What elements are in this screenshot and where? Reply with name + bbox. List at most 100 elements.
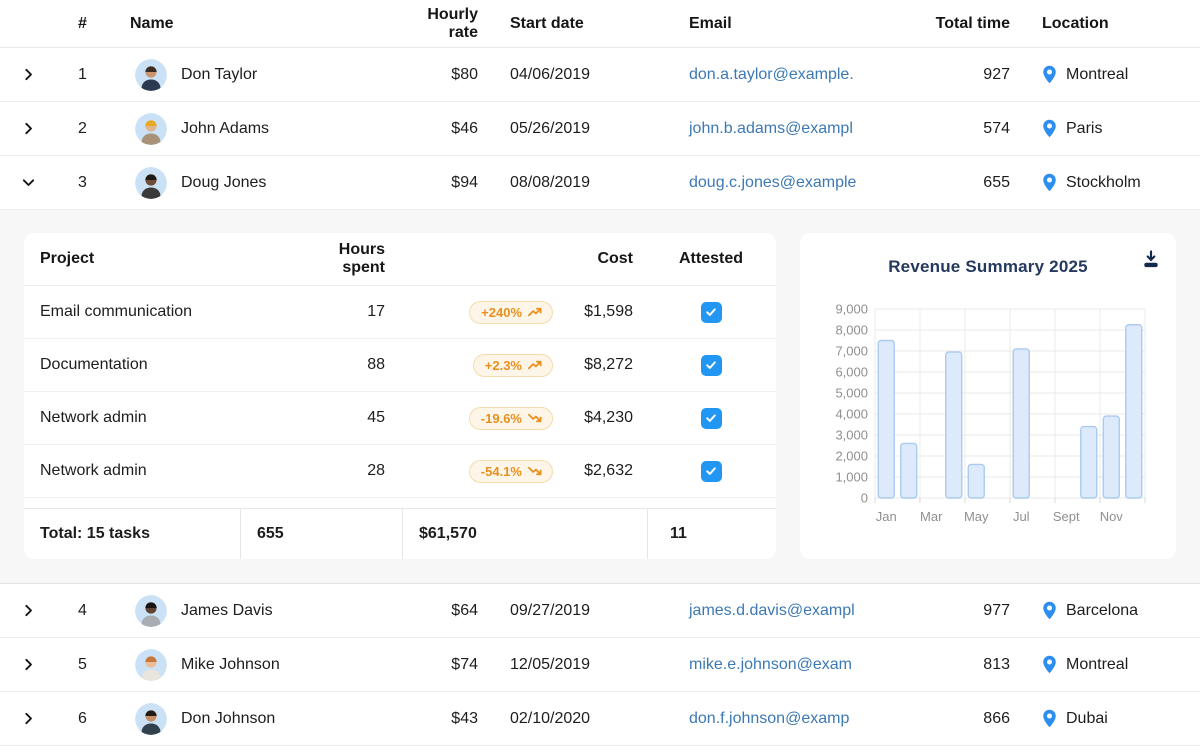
employee-row[interactable]: 6 Don Johnson $43 02/10/2020 don.f.johns… — [0, 692, 1200, 746]
detail-header-hours[interactable]: Hours spent — [314, 241, 385, 277]
email-link[interactable]: don.f.johnson@examp — [689, 710, 849, 727]
hourly-rate: $64 — [396, 602, 490, 620]
row-number: 3 — [56, 174, 120, 192]
svg-text:3,000: 3,000 — [835, 428, 868, 443]
project-name: Email communication — [24, 303, 314, 321]
trend-arrow-icon — [528, 465, 542, 477]
project-name: Network admin — [24, 409, 314, 427]
download-chart-button[interactable] — [1137, 245, 1165, 273]
chevron-right-icon — [21, 657, 36, 672]
row-number: 2 — [56, 120, 120, 138]
svg-text:0: 0 — [861, 491, 868, 506]
row-number: 1 — [56, 66, 120, 84]
svg-text:Mar: Mar — [920, 509, 943, 524]
column-header-total-time[interactable]: Total time — [910, 15, 1020, 33]
cost-value: $4,230 — [553, 409, 633, 427]
email-link[interactable]: john.b.adams@exampl — [689, 120, 853, 137]
employee-row[interactable]: 3 Doug Jones $94 08/08/2019 doug.c.jones… — [0, 156, 1200, 210]
employee-row[interactable]: 1 Don Taylor $80 04/06/2019 don.a.taylor… — [0, 48, 1200, 102]
avatar — [135, 649, 167, 681]
location-pin-icon — [1042, 709, 1057, 728]
location-pin-icon — [1042, 173, 1057, 192]
attested-checkbox[interactable] — [701, 355, 722, 376]
check-icon — [704, 358, 718, 372]
attested-checkbox[interactable] — [701, 461, 722, 482]
expand-row-button[interactable] — [17, 63, 40, 86]
svg-text:8,000: 8,000 — [835, 323, 868, 338]
svg-text:Jan: Jan — [876, 509, 897, 524]
detail-header-attested[interactable]: Attested — [633, 250, 776, 268]
svg-text:May: May — [964, 509, 989, 524]
employee-row[interactable]: 4 James Davis $64 09/27/2019 james.d.dav… — [0, 584, 1200, 638]
column-header-name[interactable]: Name — [120, 15, 396, 33]
employee-row[interactable]: 5 Mike Johnson $74 12/05/2019 mike.e.joh… — [0, 638, 1200, 692]
svg-text:Nov: Nov — [1100, 509, 1124, 524]
chevron-right-icon — [21, 121, 36, 136]
project-name: Network admin — [24, 462, 314, 480]
expand-row-button[interactable] — [17, 171, 40, 194]
column-header-start-date[interactable]: Start date — [490, 15, 660, 33]
total-time: 866 — [910, 710, 1020, 728]
change-badge: -54.1% — [469, 460, 553, 483]
svg-text:Jul: Jul — [1013, 509, 1030, 524]
detail-header-project[interactable]: Project — [24, 250, 314, 268]
email-link[interactable]: james.d.davis@exampl — [689, 602, 855, 619]
location-name: Paris — [1066, 120, 1102, 138]
avatar — [135, 703, 167, 735]
employee-name: Don Johnson — [181, 710, 275, 728]
expand-row-button[interactable] — [17, 707, 40, 730]
table-body: 1 Don Taylor $80 04/06/2019 don.a.taylor… — [0, 48, 1200, 746]
attested-checkbox[interactable] — [701, 302, 722, 323]
total-time: 813 — [910, 656, 1020, 674]
footer-total-tasks: Total: 15 tasks — [24, 509, 241, 559]
location-name: Montreal — [1066, 656, 1128, 674]
expand-row-button[interactable] — [17, 117, 40, 140]
detail-header-cost[interactable]: Cost — [553, 250, 633, 268]
start-date: 08/08/2019 — [490, 174, 660, 192]
cost-value: $2,632 — [553, 462, 633, 480]
location-name: Montreal — [1066, 66, 1128, 84]
employee-name: Mike Johnson — [181, 656, 280, 674]
attested-checkbox[interactable] — [701, 408, 722, 429]
svg-text:4,000: 4,000 — [835, 407, 868, 422]
employee-row[interactable]: 2 John Adams $46 05/26/2019 john.b.adams… — [0, 102, 1200, 156]
hourly-rate: $46 — [396, 120, 490, 138]
table-header-row: # Name Hourly rate Start date Email Tota… — [0, 0, 1200, 48]
revenue-chart-card: 01,0002,0003,0004,0005,0006,0007,0008,00… — [800, 233, 1176, 559]
employee-name: Don Taylor — [181, 66, 257, 84]
email-link[interactable]: mike.e.johnson@exam — [689, 656, 852, 673]
cost-value: $8,272 — [553, 356, 633, 374]
trend-arrow-icon — [528, 412, 542, 424]
change-value: +240% — [481, 306, 522, 319]
avatar — [135, 595, 167, 627]
svg-text:6,000: 6,000 — [835, 365, 868, 380]
column-header-hourly-rate[interactable]: Hourly rate — [396, 6, 490, 42]
project-row: Email communication 17 +240% $1,598 — [24, 286, 776, 339]
location-name: Barcelona — [1066, 602, 1138, 620]
email-link[interactable]: don.a.taylor@example. — [689, 66, 854, 83]
column-header-email[interactable]: Email — [660, 15, 910, 33]
column-header-location[interactable]: Location — [1020, 15, 1200, 33]
svg-text:9,000: 9,000 — [835, 302, 868, 317]
svg-text:5,000: 5,000 — [835, 386, 868, 401]
project-name: Documentation — [24, 356, 314, 374]
hourly-rate: $80 — [396, 66, 490, 84]
total-time: 927 — [910, 66, 1020, 84]
expand-row-button[interactable] — [17, 599, 40, 622]
trend-arrow-icon — [528, 359, 542, 371]
email-link[interactable]: doug.c.jones@example — [689, 174, 856, 191]
footer-total-cost: $61,570 — [403, 509, 648, 559]
expand-row-button[interactable] — [17, 653, 40, 676]
avatar — [135, 59, 167, 91]
location-pin-icon — [1042, 601, 1057, 620]
chart-bar — [1126, 325, 1142, 498]
employee-table: # Name Hourly rate Start date Email Tota… — [0, 0, 1200, 746]
row-number: 4 — [56, 602, 120, 620]
svg-text:7,000: 7,000 — [835, 344, 868, 359]
change-badge: -19.6% — [469, 407, 553, 430]
row-number: 5 — [56, 656, 120, 674]
expanded-row-panel: Project Hours spent Cost Attested Email … — [0, 210, 1200, 584]
column-header-num[interactable]: # — [56, 15, 120, 33]
hours-spent: 28 — [314, 462, 385, 480]
check-icon — [704, 305, 718, 319]
